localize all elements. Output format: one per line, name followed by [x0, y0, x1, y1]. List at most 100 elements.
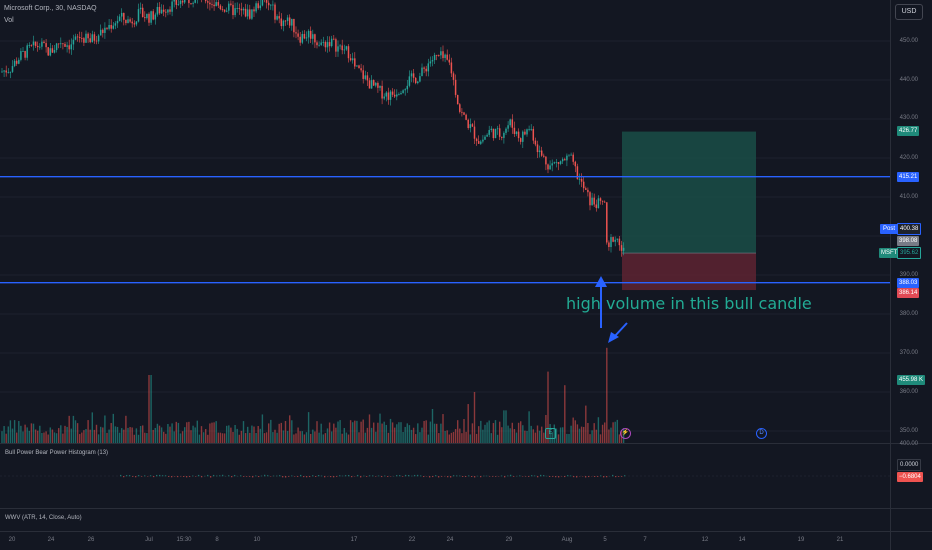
candle-body — [595, 204, 598, 209]
candle-body — [375, 82, 377, 86]
candle-body — [213, 4, 215, 7]
candle-body — [452, 73, 455, 80]
bull-bear-lower-value: −0.6804 — [897, 472, 923, 482]
candle-body — [255, 3, 257, 12]
volume-bar — [9, 420, 12, 443]
histogram-bar — [414, 474, 416, 477]
histogram-bar — [357, 474, 359, 477]
histogram-bar — [189, 476, 191, 477]
candle-body — [322, 42, 325, 43]
candle-body — [297, 33, 299, 37]
volume-bar — [228, 425, 230, 443]
candle-body — [482, 139, 484, 142]
histogram-bar — [150, 475, 152, 477]
candle-body — [228, 3, 230, 11]
volume-bar — [1, 431, 3, 443]
time-tick: 15:30 — [176, 537, 192, 543]
candle-body — [519, 138, 522, 142]
volume-bar — [238, 434, 240, 443]
volume-bar — [244, 433, 247, 443]
candle-body — [530, 128, 532, 130]
currency-button[interactable]: USD — [895, 4, 923, 20]
candle-body — [99, 29, 102, 36]
candle-body — [7, 72, 10, 74]
histogram-bar — [246, 476, 248, 477]
earnings-marker[interactable]: E — [545, 428, 556, 439]
candle-body — [568, 155, 570, 157]
volume-bar — [291, 420, 293, 443]
volume-bar — [179, 433, 182, 443]
candle-body — [360, 68, 362, 71]
volume-bar — [39, 425, 41, 443]
candle-body — [601, 200, 604, 202]
candle-body — [335, 39, 337, 52]
histogram-bar — [615, 476, 617, 478]
histogram-bar — [543, 475, 545, 477]
candle-body — [160, 9, 163, 14]
price-tick: 390.00 — [899, 272, 918, 278]
volume-bar — [526, 431, 528, 443]
volume-bar — [406, 423, 408, 443]
histogram-bar — [573, 476, 575, 478]
volume-bar — [536, 425, 539, 443]
volume-bar — [127, 427, 129, 443]
histogram-bar — [375, 476, 377, 477]
annotation-arrows — [595, 276, 628, 343]
candle-body — [34, 41, 37, 46]
volume-bar — [599, 434, 602, 443]
candle-body — [354, 58, 356, 67]
split-marker[interactable]: ⚡ — [620, 428, 631, 439]
volume-bar — [461, 433, 463, 443]
candle-body — [246, 9, 249, 17]
histogram-bar — [501, 475, 503, 477]
pane-separator[interactable] — [0, 508, 932, 509]
volume-bar — [160, 427, 163, 443]
candle-body — [177, 4, 180, 5]
price-tick: 400.00 — [899, 441, 918, 447]
volume-bar — [339, 420, 341, 443]
candle-body — [488, 130, 490, 135]
pane-separator[interactable] — [0, 443, 932, 444]
up-arrow-head — [595, 276, 607, 287]
histogram-bar — [387, 476, 389, 477]
volume-bar — [425, 420, 427, 443]
candle-body — [484, 136, 486, 140]
histogram-bar — [618, 476, 620, 477]
candle-body — [55, 43, 58, 50]
candle-body — [39, 46, 41, 48]
volume-bar — [524, 430, 526, 443]
volume-bar — [398, 422, 400, 443]
volume-bar — [566, 433, 568, 443]
candle-body — [165, 11, 167, 13]
histogram-bar — [168, 476, 170, 477]
dividend-marker[interactable]: D — [756, 428, 767, 439]
histogram-bar — [597, 476, 599, 477]
histogram-bar — [453, 475, 455, 477]
volume-bar — [219, 432, 222, 443]
candle-body — [368, 80, 371, 89]
volume-bar — [242, 421, 245, 443]
volume-bar — [471, 423, 474, 443]
candle-body — [610, 237, 612, 248]
volume-bar — [100, 426, 102, 443]
histogram-bar — [549, 476, 551, 477]
candle-body — [324, 42, 327, 48]
volume-bar — [217, 432, 219, 443]
candle-body — [288, 17, 291, 26]
histogram-bar — [471, 476, 473, 478]
volume-bar — [368, 414, 371, 443]
histogram-bar — [162, 475, 164, 477]
volume-bar — [49, 427, 51, 443]
candle-body — [471, 124, 474, 127]
candle-body — [183, 0, 186, 3]
candle-body — [513, 127, 516, 134]
volume-bar — [452, 431, 455, 443]
histogram-bar — [540, 474, 542, 477]
volume-bar — [66, 426, 68, 443]
candle-body — [91, 34, 94, 43]
candle-body — [570, 154, 572, 156]
volume-bar — [463, 419, 465, 443]
candle-body — [459, 104, 461, 112]
annotation-text[interactable]: high volume in this bull candle — [566, 294, 812, 313]
